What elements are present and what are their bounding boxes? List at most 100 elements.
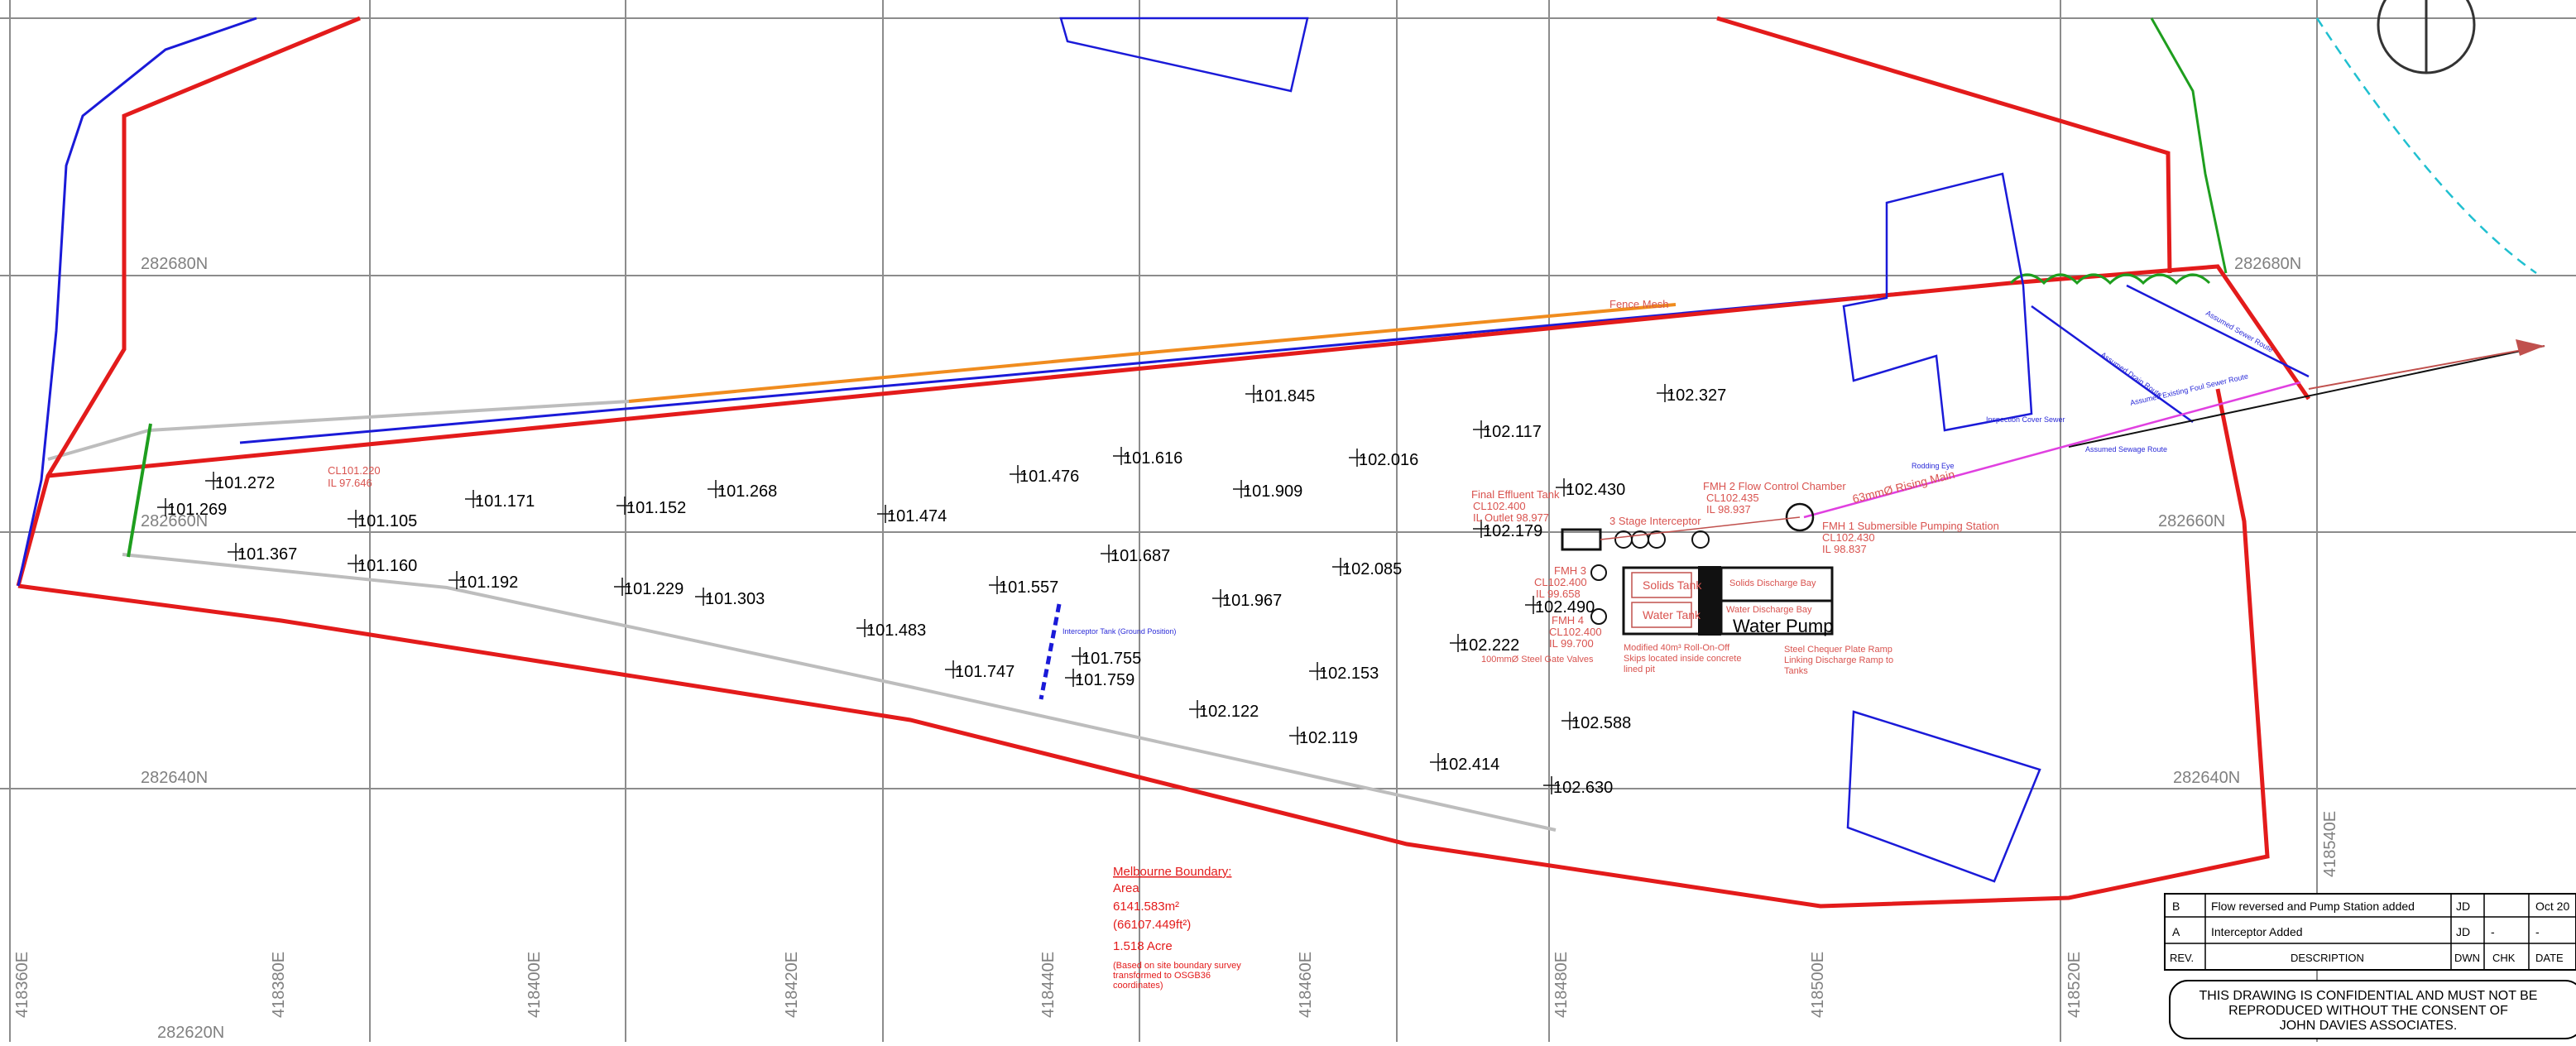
easting-label: 418360E <box>13 952 31 1018</box>
spot-level: 102.085 <box>1342 560 1402 578</box>
spot-level: 102.179 <box>1483 522 1542 540</box>
fmh2-label: FMH 2 Flow Control Chamber <box>1703 480 1846 492</box>
spot-level: 101.229 <box>624 580 684 598</box>
route-label: Inspection Cover Sewer <box>1986 415 2065 424</box>
fmh1-cl: CL102.430 <box>1822 531 1875 544</box>
orange-fence <box>628 303 1677 403</box>
easting-label: 418460E <box>1297 952 1315 1018</box>
spot-level: 101.616 <box>1123 449 1182 468</box>
fmh3-cl: CL102.400 <box>1534 576 1587 588</box>
route-label: Assumed Sewage Route <box>2085 445 2167 453</box>
fmh1-pump-station <box>1785 502 1815 532</box>
fmh2-chamber <box>1691 530 1710 549</box>
pump-station <box>1561 502 1834 636</box>
ramp-note-2: Linking Discharge Ramp to <box>1784 655 1893 665</box>
il-note: IL 97.646 <box>328 477 372 489</box>
spot-level: 101.474 <box>887 507 947 525</box>
easting-label: 418440E <box>1039 952 1058 1018</box>
spot-level: 101.755 <box>1082 650 1141 668</box>
northing-label: 282680N <box>141 255 208 273</box>
spot-level: 101.160 <box>357 557 417 575</box>
confidential-line: THIS DRAWING IS CONFIDENTIAL AND MUST NO… <box>2199 989 2538 1003</box>
spot-levels: 101.272 101.269 101.105 101.171 101.152 101.2… <box>157 384 1726 797</box>
north-arrow <box>2377 0 2476 74</box>
interceptor-tank-line <box>1039 603 1062 700</box>
fmh3-label: FMH 3 <box>1554 564 1586 577</box>
boundary-note-3: coordinates) <box>1113 981 1163 991</box>
site-boundary <box>16 16 2311 909</box>
northing-label: 282660N <box>141 512 208 530</box>
spot-level: 102.630 <box>1553 779 1613 797</box>
spot-level: 102.327 <box>1667 386 1726 405</box>
skips-note-3: lined pit <box>1624 665 1655 674</box>
rev-description: Flow reversed and Pump Station added <box>2211 900 2415 913</box>
confidential-line: REPRODUCED WITHOUT THE CONSENT OF <box>2228 1004 2508 1018</box>
rev-code: B <box>2172 900 2180 913</box>
boundary-note-2: transformed to OSGB36 <box>1113 971 1211 981</box>
annotations: CL101.220 IL 97.646 Final Effluent Tank … <box>328 309 2275 676</box>
buildings <box>1059 17 2041 883</box>
skips-note: Modified 40m³ Roll-On-Off <box>1624 643 1730 653</box>
spot-level: 101.105 <box>357 512 417 530</box>
fmh4-cl: CL102.400 <box>1549 626 1602 638</box>
outfall-line <box>2308 345 2545 390</box>
final-effluent-il: IL Outlet 98.977 <box>1473 511 1549 524</box>
fmh4 <box>1590 608 1607 625</box>
outfall-arrow-icon <box>2516 339 2545 356</box>
northing-label: 282640N <box>141 769 208 787</box>
spot-level: 102.430 <box>1566 481 1625 499</box>
confidential-line: JOHN DAVIES ASSOCIATES. <box>2280 1019 2458 1033</box>
date-header: DATE <box>2535 952 2564 964</box>
fmh4-label: FMH 4 <box>1552 614 1584 626</box>
fence-lines <box>47 400 1557 832</box>
fmh2-il: IL 98.937 <box>1706 503 1751 516</box>
spot-level: 101.687 <box>1111 547 1170 565</box>
spot-level: 101.272 <box>215 474 275 492</box>
rev-date: Oct 20 <box>2535 900 2569 913</box>
ramp-note: Steel Chequer Plate Ramp <box>1784 645 1892 655</box>
spot-level: 102.414 <box>1440 756 1499 774</box>
dwn-header: DWN <box>2454 952 2480 964</box>
spot-level: 102.222 <box>1460 636 1519 655</box>
spot-level: 101.269 <box>167 501 227 519</box>
easting-label: 418540E <box>2321 811 2339 877</box>
solids-tank-label: Solids Tank <box>1643 578 1702 592</box>
spot-level: 102.490 <box>1535 598 1595 617</box>
rev-code: A <box>2172 925 2180 938</box>
water-bay-label: Water Discharge Bay <box>1726 605 1812 615</box>
fmh4-il: IL 99.700 <box>1549 637 1594 650</box>
fmh2-cl: CL102.435 <box>1706 492 1759 504</box>
spot-level: 102.117 <box>1483 423 1542 441</box>
fmh1-label: FMH 1 Submersible Pumping Station <box>1822 520 1999 532</box>
spot-level: 101.171 <box>475 492 535 511</box>
easting-label: 418500E <box>1809 952 1827 1018</box>
grid-labels: 282680N 282680N 282660N 282660N 282640N … <box>13 255 2339 1042</box>
rev-header: REV. <box>2170 952 2194 964</box>
spot-level: 101.303 <box>705 590 765 608</box>
spot-level: 101.268 <box>717 482 777 501</box>
northing-label: 282620N <box>157 1024 224 1042</box>
spot-level: 101.476 <box>1019 468 1079 486</box>
rising-main-label: 63mmØ Rising Main <box>1851 468 1956 506</box>
spot-level: 101.483 <box>866 621 926 640</box>
spot-level: 101.152 <box>626 499 686 517</box>
cyan-arc <box>2315 17 2537 275</box>
cl-note: CL101.220 <box>328 464 381 477</box>
spot-level: 102.588 <box>1571 714 1631 732</box>
easting-label: 418420E <box>783 952 801 1018</box>
spot-level: 102.153 <box>1319 665 1379 683</box>
route-label: Rodding Eye <box>1912 462 1955 470</box>
boundary-area-label: Area <box>1113 881 1139 895</box>
confidential-box: THIS DRAWING IS CONFIDENTIAL AND MUST NO… <box>2169 980 2576 1039</box>
easting-label: 418400E <box>525 952 544 1018</box>
spot-level: 102.122 <box>1199 703 1259 721</box>
rev-description: Interceptor Added <box>2211 925 2303 938</box>
easting-label: 418380E <box>270 952 288 1018</box>
fmh3 <box>1590 564 1607 581</box>
green-line <box>127 423 152 558</box>
fence-mesh-label: Fence Mesh <box>1609 298 1669 310</box>
water-pump-label: Water Pump <box>1733 616 1833 636</box>
